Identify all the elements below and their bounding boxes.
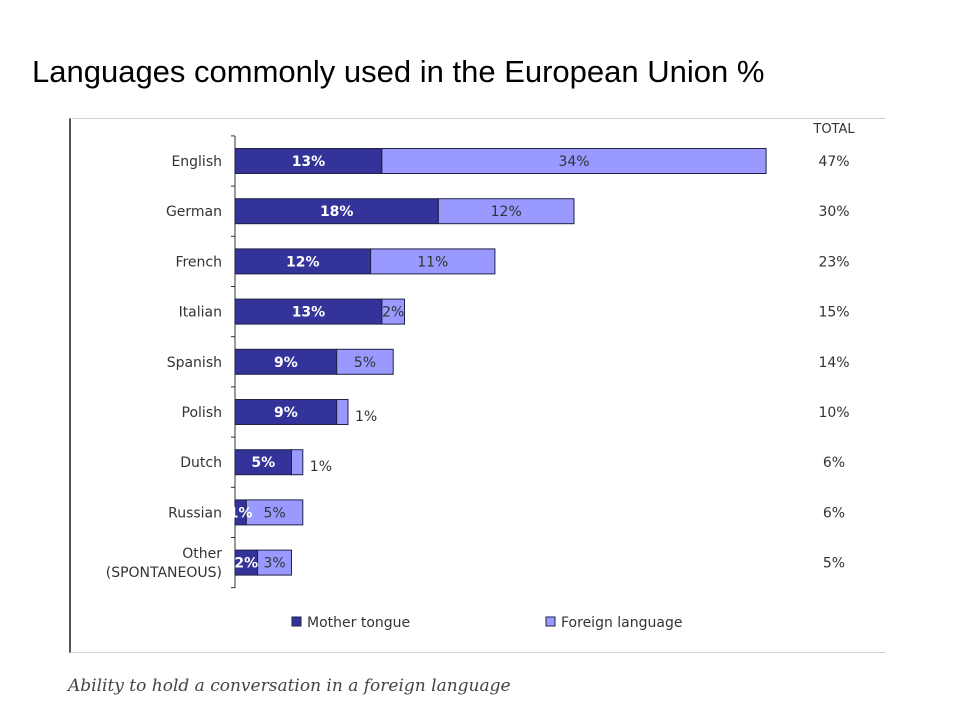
bar-mother-tongue-german xyxy=(234,198,439,225)
legend-swatch-foreign-language xyxy=(545,616,556,627)
bar-foreign-language-other-spontaneous xyxy=(257,549,293,576)
category-label: Polish xyxy=(182,405,222,421)
data-label-foreign-language: 11% xyxy=(417,254,448,270)
data-label-mother-tongue: 13% xyxy=(292,305,326,321)
category-label: German xyxy=(166,204,222,220)
bar-foreign-language-polish xyxy=(336,399,349,425)
legend-swatch-mother-tongue xyxy=(291,616,302,627)
totals-header: TOTAL xyxy=(812,122,855,137)
total-label: 6% xyxy=(823,505,845,521)
data-label-foreign-language: 34% xyxy=(558,154,589,170)
category-label: French xyxy=(175,254,222,270)
bar-mother-tongue-french xyxy=(234,248,372,275)
legend: Mother tongue Foreign language xyxy=(291,615,682,631)
labels: English 13% 34% 47% German 18% 12% 30% French 12%… xyxy=(106,154,850,581)
chart-frame xyxy=(69,118,885,653)
data-label-mother-tongue: 9% xyxy=(274,405,298,421)
data-label-mother-tongue: 13% xyxy=(292,154,326,170)
total-label: 5% xyxy=(823,556,845,572)
data-label-mother-tongue: 18% xyxy=(320,204,354,220)
total-label: 10% xyxy=(818,405,849,421)
bars xyxy=(234,148,767,576)
total-label: 14% xyxy=(818,355,849,371)
data-label-foreign-language: 5% xyxy=(354,355,376,371)
category-label: Italian xyxy=(179,305,222,321)
legend-label-foreign-language: Foreign language xyxy=(561,615,682,631)
total-label: 30% xyxy=(818,204,849,220)
bar-mother-tongue-spanish xyxy=(234,348,338,375)
bar-foreign-language-german xyxy=(437,198,575,225)
slide-title: Languages commonly used in the European … xyxy=(32,54,765,89)
bar-mother-tongue-english xyxy=(234,148,383,174)
data-label-foreign-language: 1% xyxy=(355,409,377,425)
bar-foreign-language-italian xyxy=(381,298,405,325)
bar-foreign-language-russian xyxy=(245,499,304,526)
category-label: Dutch xyxy=(180,455,222,471)
category-label: Other xyxy=(182,546,222,562)
total-label: 47% xyxy=(818,154,849,170)
data-label-foreign-language: 12% xyxy=(491,204,522,220)
bar-mother-tongue-dutch xyxy=(234,449,292,476)
chart-caption: Ability to hold a conversation in a fore… xyxy=(68,676,511,696)
total-label: 15% xyxy=(818,305,849,321)
category-label: Russian xyxy=(168,505,222,521)
total-label: 23% xyxy=(818,254,849,270)
bar-foreign-language-dutch xyxy=(291,449,304,476)
bar-foreign-language-french xyxy=(370,248,496,275)
data-label-mother-tongue: 9% xyxy=(274,355,298,371)
data-label-mother-tongue: 1% xyxy=(229,505,253,521)
total-label: 6% xyxy=(823,455,845,471)
data-label-mother-tongue: 5% xyxy=(251,455,275,471)
bar-foreign-language-spanish xyxy=(336,348,394,375)
data-label-foreign-language: 3% xyxy=(263,556,285,572)
category-label: (SPONTANEOUS) xyxy=(106,565,222,581)
legend-label-mother-tongue: Mother tongue xyxy=(307,615,410,631)
data-label-mother-tongue: 2% xyxy=(234,556,258,572)
data-label-foreign-language: 1% xyxy=(310,459,332,475)
bar-foreign-language-english xyxy=(381,148,767,174)
bar-mother-tongue-italian xyxy=(234,298,383,325)
data-label-foreign-language: 2% xyxy=(382,305,404,321)
bar-mother-tongue-polish xyxy=(234,399,338,425)
data-label-mother-tongue: 12% xyxy=(286,254,320,270)
data-label-foreign-language: 5% xyxy=(263,505,285,521)
category-label: Spanish xyxy=(167,355,222,371)
category-label: English xyxy=(171,154,222,170)
